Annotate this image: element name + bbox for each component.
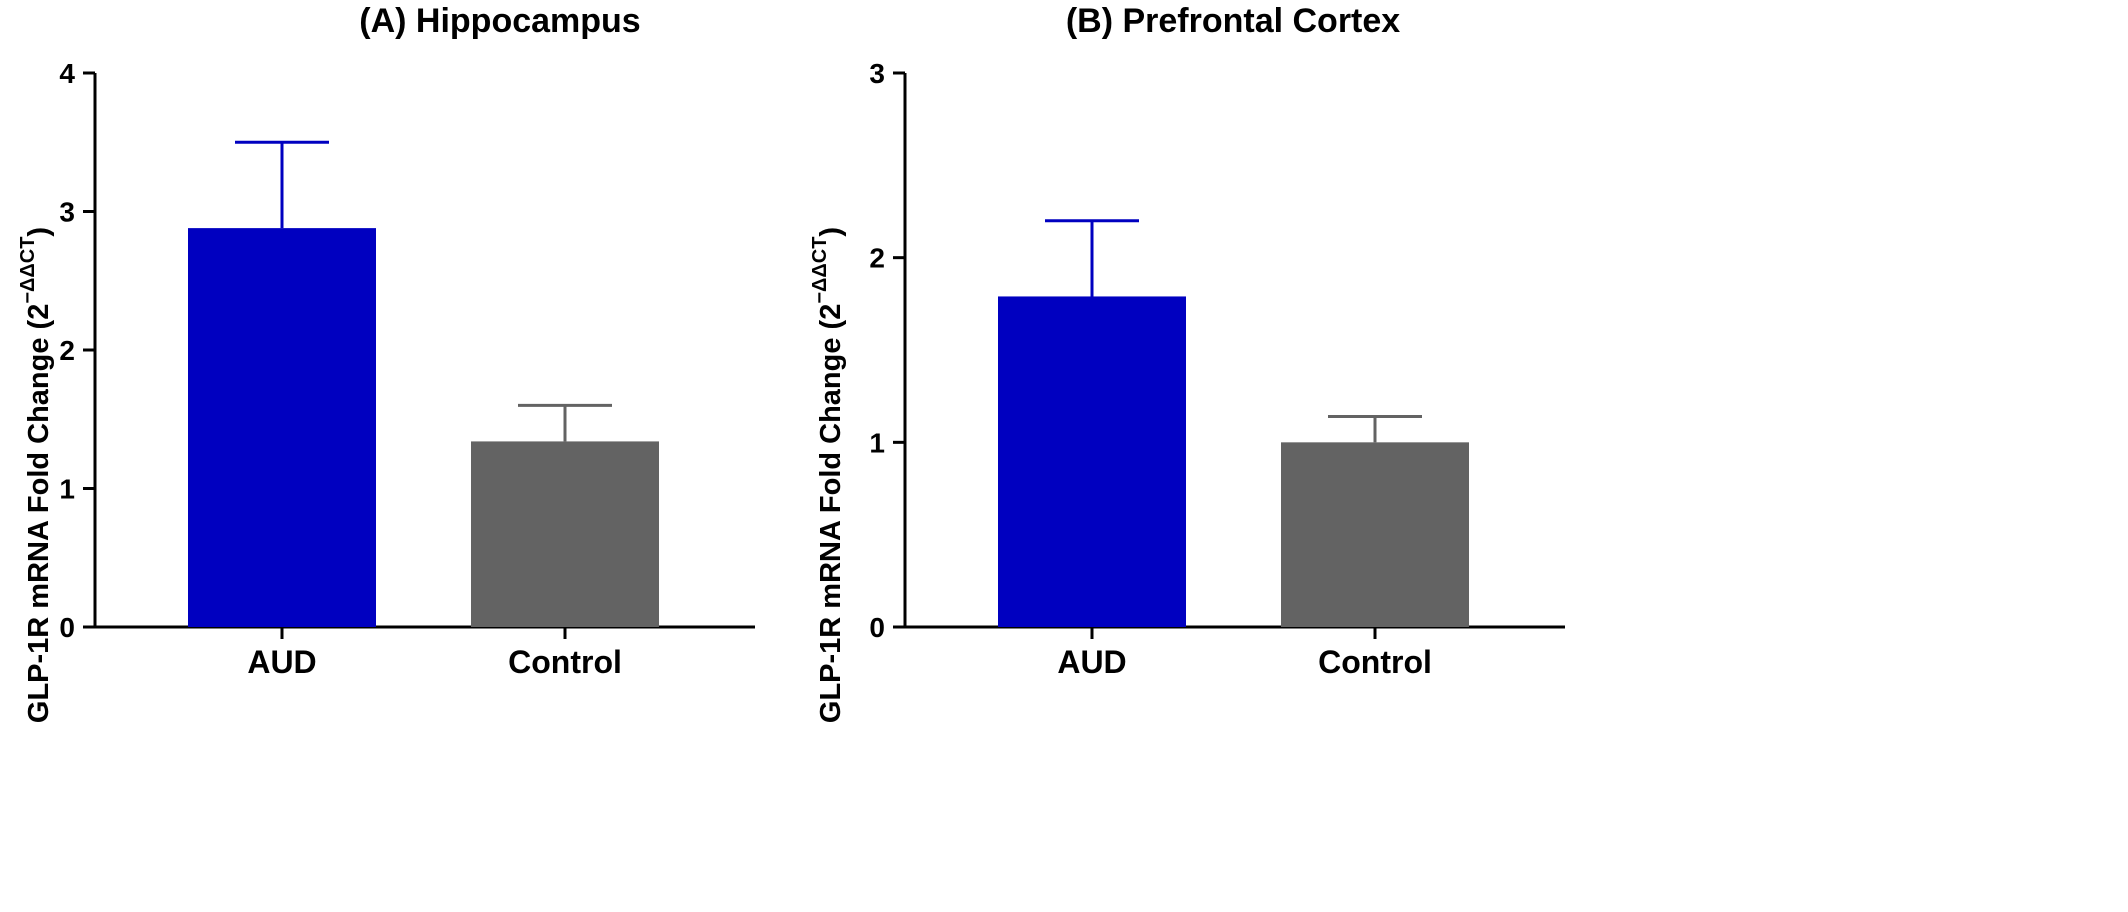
y-tick-label: 1 <box>869 427 885 458</box>
x-tick-label: AUD <box>247 644 316 680</box>
y-tick-label: 2 <box>59 335 75 366</box>
panel-a-y-axis-label-main: GLP-1R mRNA Fold Change (2 <box>23 304 55 723</box>
panel-b-y-axis-label: GLP-1R mRNA Fold Change (2−ΔΔCT) <box>809 227 847 723</box>
y-tick-label: 0 <box>59 612 75 643</box>
bar-aud <box>188 228 376 627</box>
bar-control <box>1281 442 1469 627</box>
panel-a-bars <box>188 140 659 627</box>
y-tick-label: 0 <box>869 612 885 643</box>
panel-b-categories: AUD Control <box>1057 627 1432 680</box>
y-tick-label: 3 <box>869 58 885 89</box>
panel-b: (B) Prefrontal Cortex GLP-1R mRNA Fold C… <box>809 2 1565 723</box>
panel-a-y-axis-label-close: ) <box>23 227 55 237</box>
y-tick-label: 4 <box>59 58 75 89</box>
x-tick-label: Control <box>1318 644 1432 680</box>
panel-b-title: (B) Prefrontal Cortex <box>1066 2 1400 40</box>
panel-a-y-axis-label: GLP-1R mRNA Fold Change (2−ΔΔCT) <box>17 227 55 723</box>
panel-b-bars <box>998 219 1469 627</box>
x-tick-label: Control <box>508 644 622 680</box>
panel-a-y-ticks: 0 1 2 3 4 <box>59 58 95 643</box>
panel-b-y-axis-label-close: ) <box>815 227 847 237</box>
y-tick-label: 3 <box>59 197 75 228</box>
bar-aud <box>998 296 1186 627</box>
panel-a: (A) Hippocampus GLP-1R mRNA Fold Change … <box>17 2 755 723</box>
y-tick-label: 1 <box>59 474 75 505</box>
x-tick-label: AUD <box>1057 644 1126 680</box>
y-tick-label: 2 <box>869 243 885 274</box>
panel-b-y-axis-label-main: GLP-1R mRNA Fold Change (2 <box>815 304 847 723</box>
panel-b-y-ticks: 0 1 2 3 <box>869 58 905 643</box>
bar-control <box>471 441 659 627</box>
panel-a-y-axis-label-superscript: −ΔΔCT <box>17 237 39 304</box>
panel-b-y-axis-label-superscript: −ΔΔCT <box>809 237 831 304</box>
panel-a-categories: AUD Control <box>247 627 622 680</box>
panel-a-title: (A) Hippocampus <box>359 2 640 40</box>
